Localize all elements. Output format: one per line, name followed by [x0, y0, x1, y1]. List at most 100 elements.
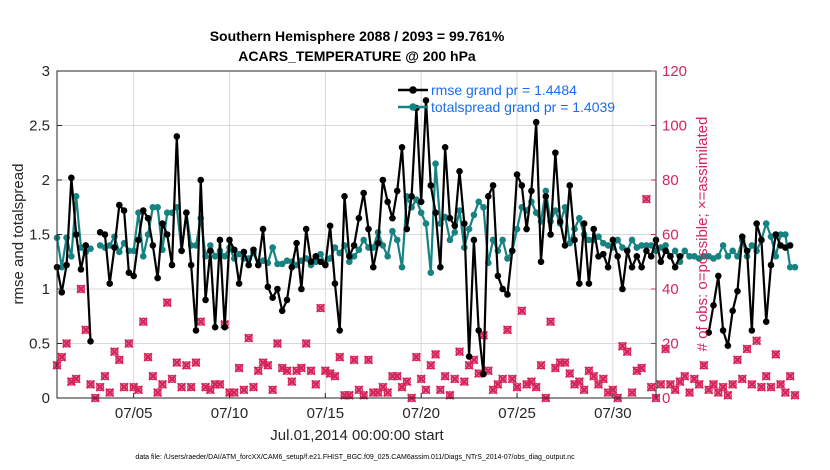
obs-assimilated-point — [426, 361, 436, 370]
left-axis-ticks: 0 0.5 1 1.5 2 2.5 3 — [29, 63, 62, 407]
rmse-point — [283, 296, 291, 304]
obs-assimilated-point — [752, 336, 761, 346]
obs-assimilated-point — [124, 339, 134, 348]
obs-assimilated-point — [62, 339, 71, 348]
obs-assimilated-core — [529, 379, 534, 384]
totalspread-point — [513, 225, 521, 233]
rmse-point — [590, 225, 598, 233]
totalspread-point — [470, 211, 478, 219]
obs-assimilated-point — [723, 390, 733, 400]
obs-assimilated-point — [742, 344, 752, 354]
rmse-point — [202, 296, 209, 304]
rmse-point — [542, 193, 550, 200]
rmse-point — [221, 323, 229, 331]
obs-assimilated-point — [57, 352, 67, 362]
right-axis-ticks: 0 20 40 60 80 100 120 — [651, 63, 687, 407]
obs-assimilated-point — [230, 388, 239, 397]
obs-assimilated-core — [749, 382, 755, 387]
obs-assimilated-core — [644, 196, 649, 202]
rmse-point — [461, 220, 468, 227]
totalspread-point — [552, 207, 559, 214]
obs-assimilated-point — [349, 355, 359, 365]
rmse-point — [628, 263, 636, 271]
rmse-point — [331, 280, 339, 287]
obs-assimilated-point — [95, 382, 105, 392]
obs-possible-point — [532, 383, 541, 392]
totalspread-point — [312, 258, 320, 266]
rmse-point — [609, 236, 617, 244]
totalspread-point — [278, 260, 286, 268]
obs-possible-point — [733, 355, 742, 364]
x-axis-ticks: 07/05 07/10 07/15 07/20 07/25 07/30 — [115, 393, 632, 422]
obs-assimilated-point — [575, 377, 584, 386]
obs-assimilated-point — [253, 366, 263, 376]
obs-assimilated-core — [658, 382, 663, 387]
obs-possible-point — [316, 303, 325, 313]
obs-assimilated-point — [100, 371, 110, 381]
rmse-point — [144, 214, 152, 222]
obs-possible-point — [158, 380, 167, 389]
obs-assimilated-core — [557, 360, 563, 365]
obs-assimilated-core — [150, 374, 156, 379]
rmse-point — [302, 225, 310, 233]
rmse-point — [379, 176, 387, 184]
obs-assimilated-core — [759, 384, 764, 390]
obs-assimilated-core — [390, 374, 395, 379]
obs-assimilated-core — [332, 374, 338, 379]
obs-assimilated-point — [301, 339, 311, 348]
obs-possible-point — [584, 366, 594, 375]
obs-possible-point — [124, 339, 133, 348]
obs-possible-point — [762, 372, 771, 381]
y-axis-label: rmse and totalspread — [10, 164, 27, 305]
obs-assimilated-point — [761, 371, 771, 381]
rmse-point — [489, 182, 497, 189]
obs-assimilated-point — [469, 355, 479, 365]
totalspread-point — [446, 236, 454, 244]
obs-possible-point — [747, 380, 756, 389]
rmse-point — [216, 236, 224, 244]
obs-assimilated-core — [696, 382, 702, 387]
rmse-point — [139, 207, 147, 214]
chart-subtitle: ACARS_TEMPERATURE @ 200 hPa — [238, 48, 476, 64]
obs-assimilated-point — [167, 374, 177, 384]
legend-rmse-label: rmse grand pr = 1.4484 — [431, 82, 577, 98]
obs-assimilated-point — [129, 382, 138, 392]
obs-assimilated-point — [503, 325, 512, 335]
rmse-point — [753, 220, 760, 227]
totalspread-point — [269, 244, 276, 251]
totalspread-point — [207, 242, 214, 249]
obs-assimilated-core — [466, 363, 472, 368]
rmse-point — [355, 214, 363, 222]
obs-assimilated-core — [404, 379, 410, 384]
right-tick-label: 100 — [662, 118, 687, 135]
totalspread-point — [714, 252, 722, 260]
totalspread-point — [729, 247, 736, 255]
rmse-point — [130, 272, 137, 280]
rmse-point — [470, 236, 478, 244]
totalspread-point — [585, 236, 593, 244]
obs-assimilated-point — [172, 358, 182, 367]
obs-assimilated-core — [418, 376, 424, 382]
rmse-point — [393, 187, 401, 195]
obs-possible-point — [455, 347, 464, 356]
obs-possible-point — [254, 366, 263, 375]
obs-assimilated-point — [771, 350, 781, 359]
obs-assimilated-point — [766, 382, 776, 392]
obs-possible-point — [153, 388, 162, 397]
totalspread-point — [68, 252, 75, 260]
x-tick-label: 07/30 — [594, 405, 632, 422]
obs-assimilated-point — [790, 390, 800, 400]
obs-possible-point — [781, 388, 790, 397]
obs-assimilated-core — [236, 365, 242, 371]
obs-possible-point — [661, 344, 670, 354]
rmse-point — [552, 149, 559, 157]
obs-possible-point — [76, 284, 86, 294]
obs-assimilated-point — [383, 388, 392, 397]
rmse-point — [767, 261, 775, 269]
obs-assimilated-point — [311, 380, 321, 389]
obs-possible-point — [115, 355, 124, 364]
obs-possible-point — [675, 377, 685, 386]
obs-assimilated-core — [649, 384, 654, 390]
rmse-point — [77, 266, 85, 273]
obs-assimilated-point — [196, 317, 206, 326]
